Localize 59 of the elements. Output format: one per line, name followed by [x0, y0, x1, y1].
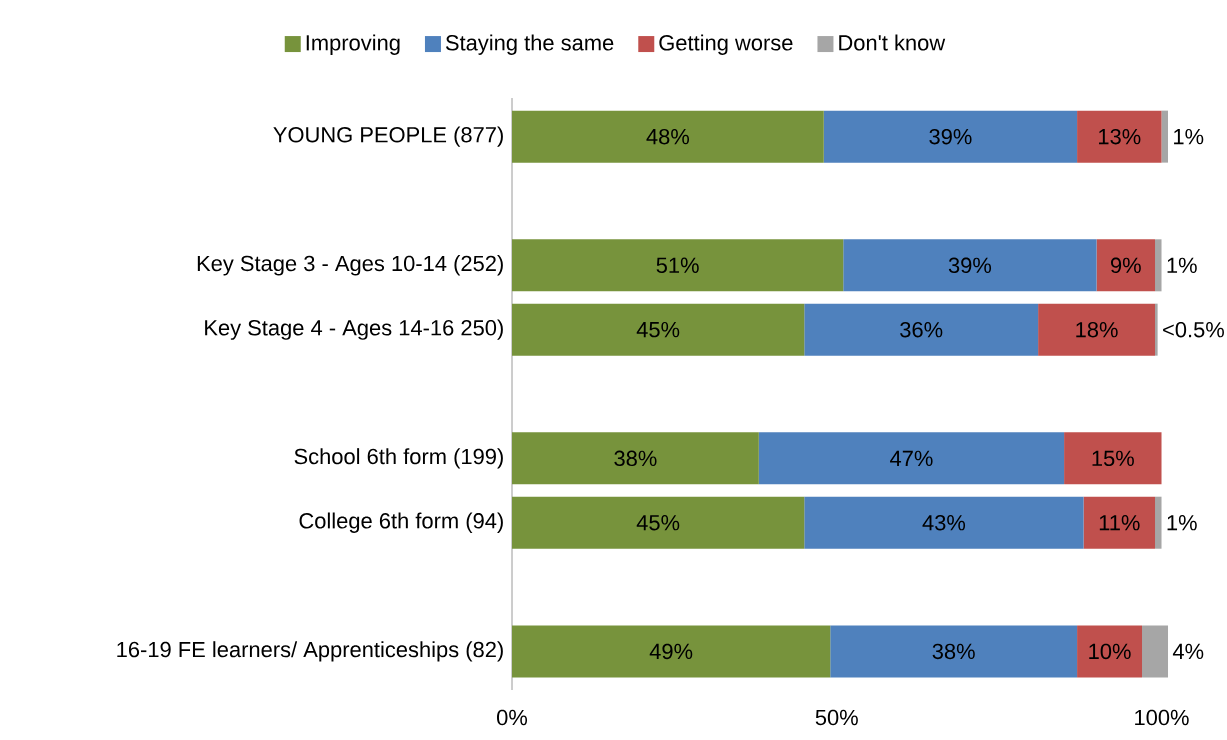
data-label: 43% [922, 514, 966, 531]
y-tick-label: School 6th form (199) [294, 448, 503, 469]
data-label: 1% [1167, 257, 1197, 273]
data-label: 1% [1174, 128, 1204, 145]
bar [1155, 303, 1158, 356]
data-label: 39% [948, 257, 992, 274]
bar [1096, 239, 1156, 292]
legend-label: Staying the same [445, 34, 614, 55]
x-tick-label: 0% [497, 709, 528, 726]
bar [1038, 303, 1156, 356]
y-tick-label: College 6th form (94) [299, 512, 503, 533]
bar [1155, 496, 1162, 549]
bar [1077, 625, 1143, 678]
legend-label: Getting worse [659, 34, 793, 55]
data-label: 4% [1172, 643, 1204, 660]
y-tick-label: Key Stage 3 - Ages 10-14 (252) [197, 255, 503, 276]
bar [512, 303, 805, 356]
data-label: 39% [929, 128, 972, 145]
data-label: 18% [1076, 321, 1118, 338]
bar [512, 110, 824, 163]
bar [843, 239, 1097, 292]
data-label: 47% [890, 450, 933, 467]
bar [804, 303, 1039, 356]
data-label: 9% [1110, 257, 1141, 274]
y-tick-label: 16-19 FE learners/ Apprenticeships (82) [117, 641, 503, 662]
y-tick-label: YOUNG PEOPLE (877) [273, 126, 503, 147]
bar [1142, 625, 1169, 678]
legend-label: Improving [306, 34, 400, 55]
legend-label: Don't know [839, 34, 946, 51]
data-label: 51% [656, 257, 699, 274]
data-label: 48% [646, 128, 690, 145]
bar [1064, 432, 1162, 485]
data-label: 10% [1089, 643, 1131, 660]
data-label: 38% [614, 450, 657, 467]
bar [512, 239, 844, 292]
y-tick-label: Key Stage 4 - Ages 14-16 250) [205, 319, 503, 340]
bar [512, 496, 805, 549]
bar [758, 432, 1065, 485]
data-label: 45% [636, 321, 680, 338]
bar [1161, 110, 1169, 163]
data-label: <0.5% [1163, 321, 1224, 338]
bar [512, 625, 831, 678]
bar [1077, 110, 1162, 163]
data-label: 36% [900, 321, 943, 338]
data-label: 49% [649, 643, 693, 660]
bar [823, 110, 1078, 163]
data-label: 13% [1099, 128, 1141, 145]
data-label: 11% [1099, 515, 1140, 531]
bar [1083, 496, 1156, 549]
bar [830, 625, 1078, 678]
bar [1155, 239, 1162, 292]
x-tick-label: 100% [1135, 709, 1189, 726]
data-label: 38% [932, 643, 975, 660]
bar [804, 496, 1084, 549]
bar [512, 432, 759, 485]
data-label: 1% [1167, 515, 1197, 531]
data-label: 45% [636, 515, 680, 531]
x-tick-label: 50% [815, 709, 858, 726]
data-label: 15% [1092, 450, 1134, 467]
